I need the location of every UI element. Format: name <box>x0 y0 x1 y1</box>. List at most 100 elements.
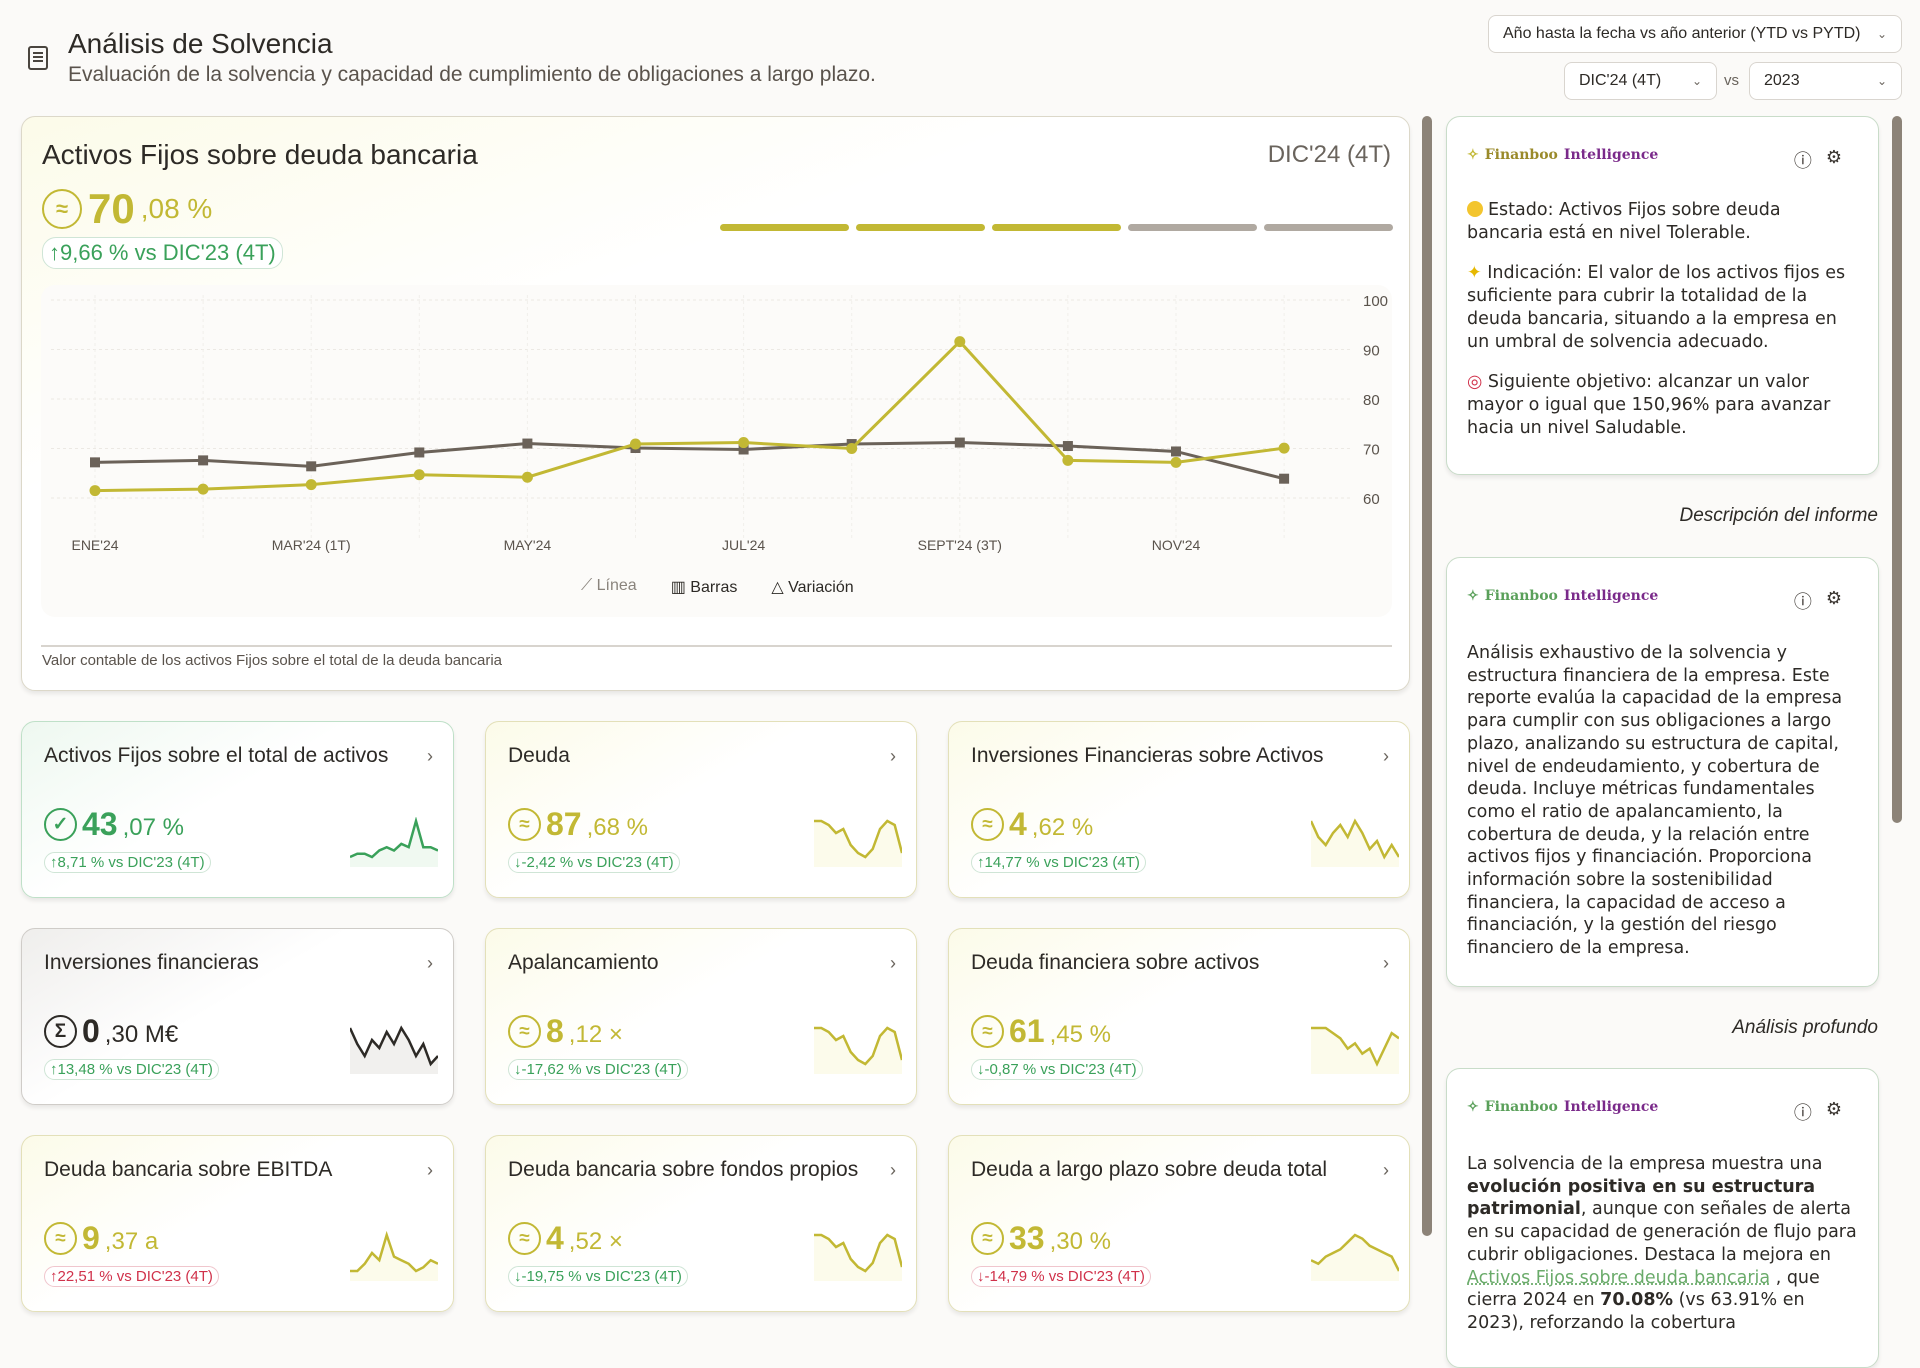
level-indicator <box>720 224 1393 231</box>
sparkline <box>350 1231 438 1281</box>
chart-type-bars[interactable]: ▥ Barras <box>671 577 738 597</box>
main-scrollbar[interactable] <box>1422 116 1432 1236</box>
chevron-right-icon[interactable]: › <box>427 1160 433 1180</box>
period-select[interactable]: DIC'24 (4T) ⌄ <box>1564 62 1717 100</box>
chevron-right-icon[interactable]: › <box>890 1160 896 1180</box>
bold-text: 70.08% <box>1600 1290 1674 1311</box>
sparkline-area <box>350 821 438 867</box>
kpi-title: Deuda a largo plazo sobre deuda total <box>971 1158 1328 1181</box>
chevron-right-icon[interactable]: › <box>427 953 433 973</box>
status-icon: ≈ <box>508 1222 541 1255</box>
ai-status-card: ✧ Finanboo Intelligence ⓘ ⚙ Estado: Activos… <box>1446 116 1879 475</box>
ai-brand: ✧ Finanboo Intelligence <box>1467 588 1658 604</box>
value-integer: 4 <box>1009 806 1027 842</box>
chart-type-variation[interactable]: △ Variación <box>771 577 853 597</box>
chevron-down-icon: ⌄ <box>1876 74 1887 88</box>
sparkline-line <box>350 1025 438 1067</box>
kpi-card[interactable]: Inversiones Financieras sobre Activos › ≈4… <box>948 721 1410 898</box>
page-subtitle: Evaluación de la solvencia y capacidad d… <box>68 63 876 86</box>
variation-badge: ↓-2,42 % vs DIC'23 (4T) <box>508 852 680 873</box>
divider <box>41 645 1392 647</box>
info-icon[interactable]: ⓘ <box>1793 151 1812 171</box>
data-point-2023 <box>90 457 100 468</box>
level-segment <box>992 224 1121 231</box>
kpi-card[interactable]: Activos Fijos sobre el total de activos ›… <box>21 721 454 898</box>
value-decimal: ,68 % <box>586 814 648 841</box>
chevron-right-icon[interactable]: › <box>890 746 896 766</box>
variation-badge: ↑13,48 % vs DIC'23 (4T) <box>44 1059 219 1080</box>
sparkline <box>350 817 438 867</box>
kpi-card[interactable]: Deuda › ≈87,68 % ↓-2,42 % vs DIC'23 (4T) <box>485 721 917 898</box>
metric-link[interactable]: Activos Fijos sobre deuda bancaria <box>1467 1267 1771 1288</box>
chevron-right-icon[interactable]: › <box>890 953 896 973</box>
value-decimal: ,07 % <box>122 814 184 841</box>
compare-year-value: 2023 <box>1764 72 1800 89</box>
sparkle-icon: ✧ <box>1467 1099 1479 1115</box>
kpi-card[interactable]: Deuda bancaria sobre EBITDA › ≈9,37 a ↑22,5… <box>21 1135 454 1312</box>
kpi-card[interactable]: Deuda bancaria sobre fondos propios › ≈4,5… <box>485 1135 917 1312</box>
sparkline <box>814 1233 902 1281</box>
kpi-value: ≈4,62 % <box>971 806 1093 843</box>
value-integer: 43 <box>82 806 118 842</box>
side-scrollbar[interactable] <box>1892 116 1902 823</box>
variation-badge: ↓-0,87 % vs DIC'23 (4T) <box>971 1059 1143 1080</box>
kpi-card[interactable]: Apalancamiento › ≈8,12 × ↓-17,62 % vs DIC'2… <box>485 928 917 1105</box>
data-point-2023 <box>198 455 209 466</box>
gear-icon[interactable]: ⚙ <box>1825 147 1842 167</box>
sparkline-area <box>1311 1028 1399 1074</box>
kpi-title: Deuda bancaria sobre fondos propios <box>508 1158 859 1181</box>
value-integer: 8 <box>546 1013 564 1049</box>
gear-icon[interactable]: ⚙ <box>1825 1099 1842 1119</box>
chevron-right-icon[interactable]: › <box>1383 953 1389 973</box>
sparkle-icon: ✧ <box>1467 147 1479 163</box>
y-tick-label: 60 <box>1363 491 1380 508</box>
info-icon[interactable]: ⓘ <box>1793 592 1812 612</box>
value-decimal: ,62 % <box>1031 814 1094 841</box>
x-tick-label: MAY'24 <box>504 537 552 553</box>
kpi-title: Inversiones Financieras sobre Activos <box>971 744 1324 767</box>
kpi-value: ≈8,12 × <box>508 1013 623 1050</box>
sparkline <box>1311 1233 1399 1281</box>
data-point-2024 <box>89 485 101 497</box>
chevron-down-icon: ⌄ <box>1691 74 1702 88</box>
data-point-2024 <box>521 471 533 483</box>
kpi-title: Activos Fijos sobre el total de activos <box>44 744 389 767</box>
ai-brand: ✧ Finanboo Intelligence <box>1467 1099 1658 1115</box>
variation-badge: ↓-14,79 % vs DIC'23 (4T) <box>971 1266 1151 1287</box>
status-icon: ≈ <box>508 1015 541 1048</box>
kpi-card[interactable]: Inversiones financieras › Σ 0,30 M€ ↑13,48 %… <box>21 928 454 1105</box>
variation-badge: ↑14,77 % vs DIC'23 (4T) <box>971 852 1146 873</box>
info-icon[interactable]: ⓘ <box>1793 1103 1812 1123</box>
comparison-select[interactable]: Año hasta la fecha vs año anterior (YTD … <box>1488 15 1902 53</box>
chart-type-line[interactable]: ⟋ Línea <box>581 577 637 597</box>
chevron-right-icon[interactable]: › <box>1383 1160 1389 1180</box>
kpi-card[interactable]: Deuda a largo plazo sobre deuda total › ≈3… <box>948 1135 1410 1312</box>
y-tick-label: 80 <box>1363 392 1380 409</box>
y-tick-label: 70 <box>1363 442 1380 459</box>
kpi-title: Deuda financiera sobre activos <box>971 951 1260 974</box>
sparkline-line <box>350 1231 438 1273</box>
sparkles-icon: ✦ <box>1467 263 1488 284</box>
section-label-report-description: Descripción del informe <box>1679 505 1878 526</box>
sparkle-icon: ✧ <box>1467 588 1479 604</box>
level-segment <box>1128 224 1257 231</box>
sparkline-area <box>350 1028 438 1074</box>
kpi-card[interactable]: Deuda financiera sobre activos › ≈61,45 % ↓… <box>948 928 1410 1105</box>
gear-icon[interactable]: ⚙ <box>1825 588 1842 608</box>
sparkline-area <box>814 1235 902 1281</box>
value-integer: 61 <box>1009 1013 1045 1049</box>
chevron-right-icon[interactable]: › <box>1383 746 1389 766</box>
status-icon: ≈ <box>44 1222 77 1255</box>
data-point-2024 <box>1170 456 1182 468</box>
data-point-2023 <box>954 437 965 448</box>
compare-year-select[interactable]: 2023 ⌄ <box>1749 62 1902 100</box>
status-icon: ✓ <box>44 808 77 841</box>
chevron-down-icon: ⌄ <box>1876 27 1887 41</box>
level-segment <box>720 224 849 231</box>
chevron-right-icon[interactable]: › <box>427 746 433 766</box>
indication-text: Indicación: El valor de los activos fijo… <box>1467 263 1846 352</box>
brand-suffix: Intelligence <box>1563 588 1659 604</box>
value-decimal: ,30 M€ <box>104 1021 179 1048</box>
kpi-title: Deuda bancaria sobre EBITDA <box>44 1158 333 1181</box>
metric-description: Valor contable de los activos Fijos sobr… <box>42 652 502 669</box>
